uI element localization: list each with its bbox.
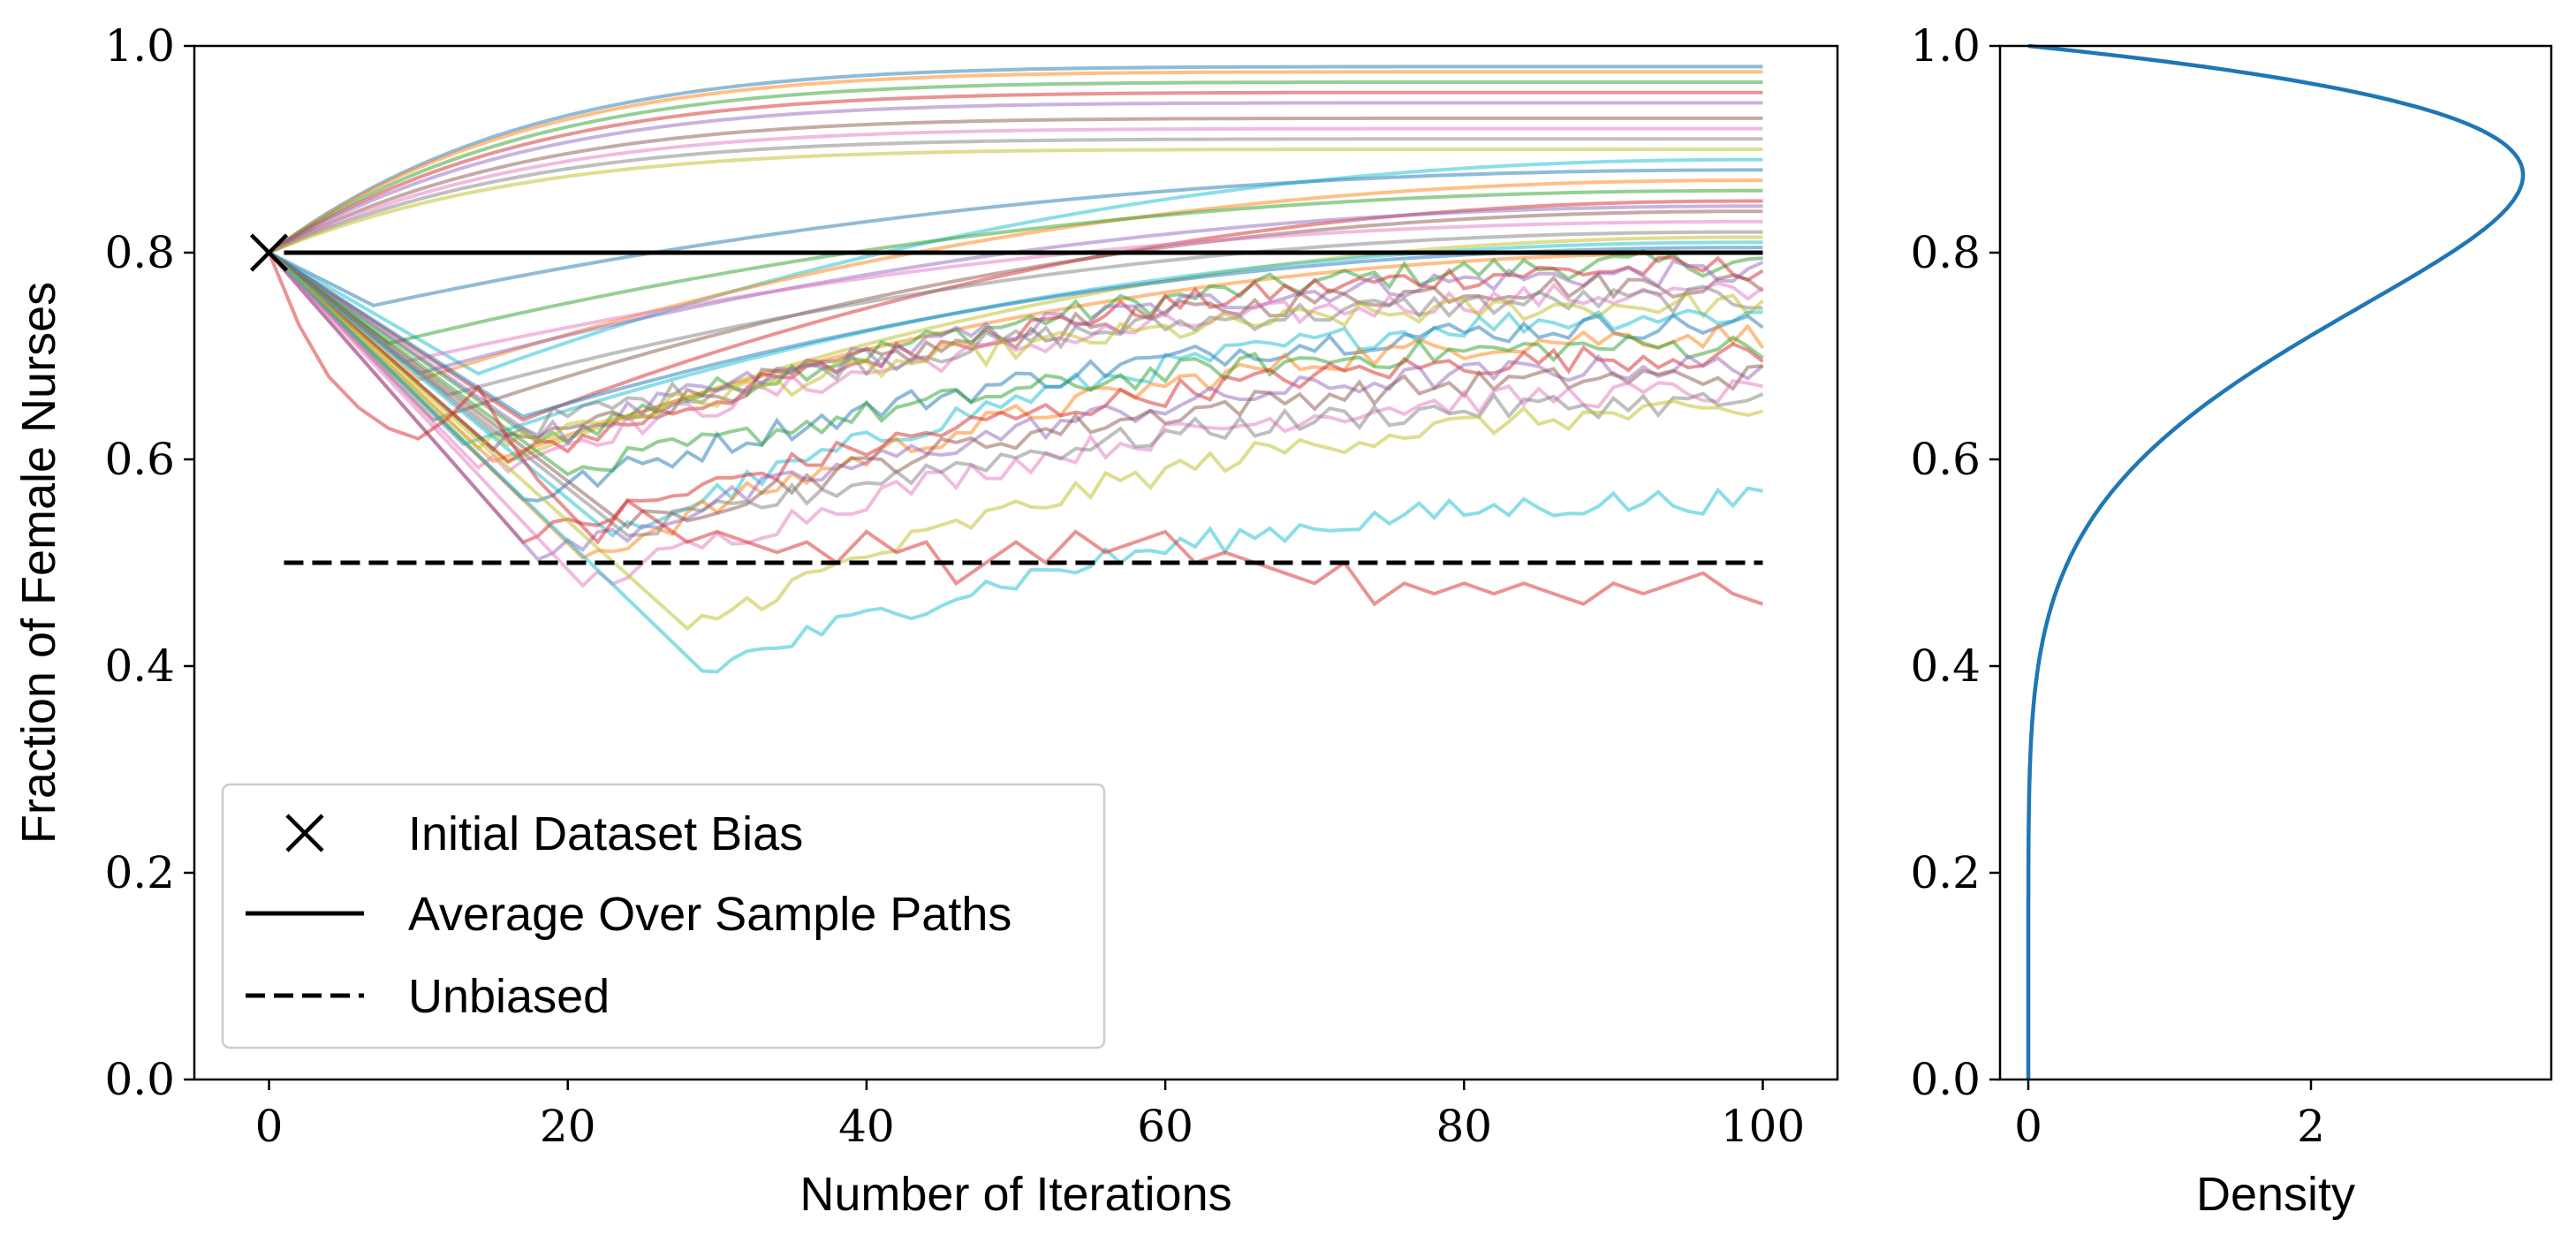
side-y-tick-label: 0.0	[1910, 1054, 1981, 1105]
sample-path	[268, 70, 1763, 254]
side-y-ticks: 0.0 0.2 0.4 0.6 0.8 1.0	[1910, 20, 2000, 1105]
legend-label-average: Average Over Sample Paths	[408, 888, 1011, 941]
legend-label-unbiased: Unbiased	[408, 970, 610, 1023]
y-tick-label: 0.8	[104, 227, 175, 278]
sample-path	[268, 249, 1763, 446]
sample-path	[268, 251, 1764, 474]
sample-path	[268, 188, 1763, 346]
sample-path	[268, 137, 1763, 254]
legend-x-marker-icon	[285, 814, 324, 852]
sample-path	[268, 251, 1764, 538]
x-tick-label: 60	[1137, 1101, 1193, 1152]
side-axes-frame	[1998, 44, 2553, 1081]
side-y-tick-label: 0.6	[1910, 434, 1981, 485]
y-tick-label: 0.2	[104, 847, 175, 898]
y-tick-label: 0.4	[104, 640, 175, 692]
side-y-tick-label: 0.8	[1910, 227, 1981, 278]
density-curve	[2026, 43, 2526, 1080]
sample-path	[268, 219, 1763, 364]
legend-label-initial-bias: Initial Dataset Bias	[408, 807, 803, 860]
sample-path	[268, 101, 1763, 254]
side-y-tick-label: 0.4	[1910, 640, 1981, 692]
sample-path	[268, 80, 1763, 254]
sample-path	[268, 251, 1764, 503]
legend-box	[221, 783, 1106, 1049]
sample-path	[268, 251, 1763, 530]
side-x-axis-label: Density	[2196, 1168, 2355, 1221]
x-tick-label: 20	[540, 1101, 596, 1152]
legend: Initial Dataset Bias Average Over Sample…	[221, 783, 1106, 1049]
x-tick-label: 40	[838, 1101, 895, 1152]
main-x-axis-label: Number of Iterations	[799, 1168, 1231, 1221]
initial-bias-marker	[249, 233, 289, 272]
y-tick-label: 1.0	[104, 20, 175, 72]
sample-path	[268, 251, 1763, 538]
sample-path	[268, 251, 1763, 438]
main-y-ticks: 0.0 0.2 0.4 0.6 0.8 1.0	[104, 20, 194, 1105]
side-x-tick-label: 2	[2297, 1101, 2325, 1152]
sample-path	[268, 230, 1763, 398]
main-panel: 0 20 40 60 80 100 0.0 0.2 0.4 0.6 0.8 1.0 Number o…	[12, 20, 1839, 1221]
side-y-tick-label: 0.2	[1910, 847, 1981, 898]
sample-paths	[267, 64, 1765, 674]
reference-lines	[249, 233, 1763, 565]
y-tick-label: 0.6	[104, 434, 175, 485]
sample-path	[268, 251, 1764, 477]
y-tick-label: 0.0	[104, 1054, 175, 1105]
sample-path	[268, 251, 1765, 560]
main-axes-frame	[193, 44, 1839, 1081]
sample-path	[268, 116, 1763, 254]
sample-path-lowest	[267, 252, 1764, 607]
sample-path	[268, 157, 1763, 376]
sample-path	[268, 199, 1763, 422]
x-tick-label: 0	[255, 1101, 284, 1152]
sample-path	[268, 251, 1764, 445]
side-x-tick-label: 0	[2014, 1101, 2042, 1152]
sample-path	[268, 168, 1763, 307]
sample-path	[268, 90, 1763, 254]
sample-path	[267, 251, 1764, 562]
main-y-axis-label: Fraction of Female Nurses	[12, 282, 65, 844]
sample-path	[268, 126, 1763, 254]
x-tick-label: 100	[1721, 1101, 1805, 1152]
sample-path	[268, 251, 1764, 632]
sample-path	[268, 209, 1763, 422]
sample-path	[268, 251, 1763, 674]
side-y-tick-label: 1.0	[1910, 20, 1981, 72]
sample-path	[268, 148, 1763, 254]
main-x-ticks: 0 20 40 60 80 100	[255, 1080, 1805, 1152]
x-tick-label: 80	[1436, 1101, 1492, 1152]
sample-path	[268, 64, 1763, 254]
